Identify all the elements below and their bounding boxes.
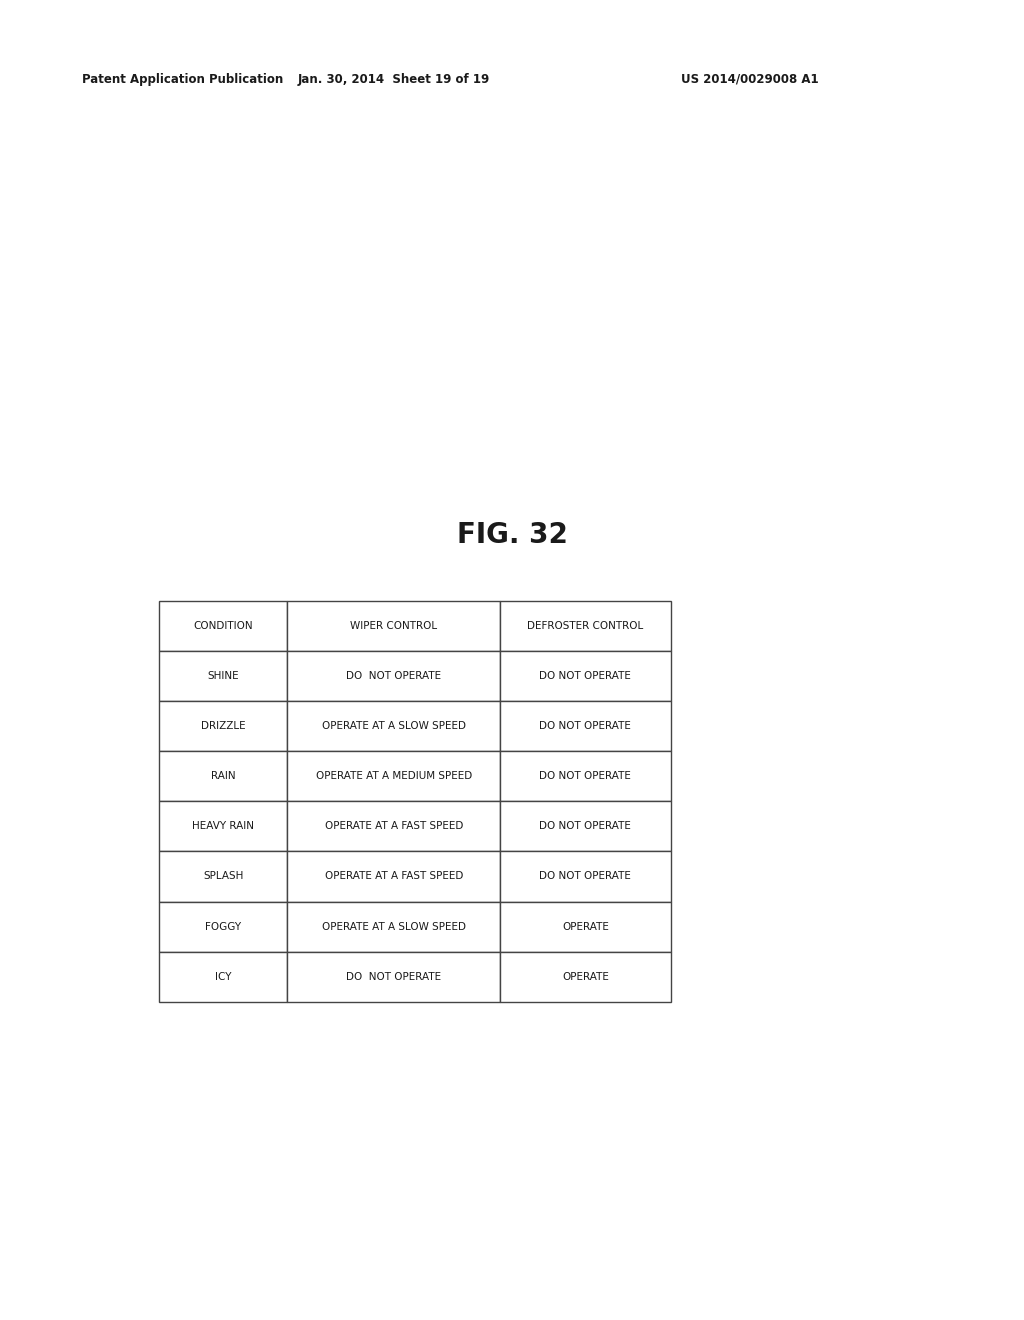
Bar	[159, 601, 288, 651]
Bar	[500, 902, 671, 952]
Text: DO NOT OPERATE: DO NOT OPERATE	[540, 821, 632, 832]
Bar	[159, 902, 288, 952]
Bar	[159, 651, 288, 701]
Bar	[288, 601, 500, 651]
Bar	[500, 701, 671, 751]
Text: DO NOT OPERATE: DO NOT OPERATE	[540, 721, 632, 731]
Bar	[500, 851, 671, 902]
Bar	[159, 701, 288, 751]
Text: SHINE: SHINE	[207, 671, 239, 681]
Text: DO NOT OPERATE: DO NOT OPERATE	[540, 671, 632, 681]
Text: DRIZZLE: DRIZZLE	[201, 721, 246, 731]
Bar	[288, 952, 500, 1002]
Bar	[288, 902, 500, 952]
Text: WIPER CONTROL: WIPER CONTROL	[350, 620, 437, 631]
Bar	[159, 801, 288, 851]
Bar	[288, 651, 500, 701]
Bar	[159, 851, 288, 902]
Text: FIG. 32: FIG. 32	[457, 520, 567, 549]
Text: DO NOT OPERATE: DO NOT OPERATE	[540, 871, 632, 882]
Bar	[500, 651, 671, 701]
Text: HEAVY RAIN: HEAVY RAIN	[193, 821, 254, 832]
Text: OPERATE AT A SLOW SPEED: OPERATE AT A SLOW SPEED	[322, 921, 466, 932]
Text: Patent Application Publication: Patent Application Publication	[82, 73, 284, 86]
Text: RAIN: RAIN	[211, 771, 236, 781]
Text: DO NOT OPERATE: DO NOT OPERATE	[540, 771, 632, 781]
Bar	[288, 701, 500, 751]
Text: OPERATE AT A SLOW SPEED: OPERATE AT A SLOW SPEED	[322, 721, 466, 731]
Text: OPERATE AT A FAST SPEED: OPERATE AT A FAST SPEED	[325, 871, 463, 882]
Bar	[500, 751, 671, 801]
Text: DO  NOT OPERATE: DO NOT OPERATE	[346, 972, 441, 982]
Text: ICY: ICY	[215, 972, 231, 982]
Bar	[288, 851, 500, 902]
Text: FOGGY: FOGGY	[205, 921, 242, 932]
Text: OPERATE: OPERATE	[562, 921, 609, 932]
Text: US 2014/0029008 A1: US 2014/0029008 A1	[681, 73, 818, 86]
Text: OPERATE AT A MEDIUM SPEED: OPERATE AT A MEDIUM SPEED	[315, 771, 472, 781]
Bar	[500, 601, 671, 651]
Bar	[159, 751, 288, 801]
Text: DEFROSTER CONTROL: DEFROSTER CONTROL	[527, 620, 643, 631]
Text: DO  NOT OPERATE: DO NOT OPERATE	[346, 671, 441, 681]
Text: SPLASH: SPLASH	[203, 871, 244, 882]
Bar	[500, 952, 671, 1002]
Bar	[288, 751, 500, 801]
Text: OPERATE AT A FAST SPEED: OPERATE AT A FAST SPEED	[325, 821, 463, 832]
Bar	[159, 952, 288, 1002]
Bar	[288, 801, 500, 851]
Text: Jan. 30, 2014  Sheet 19 of 19: Jan. 30, 2014 Sheet 19 of 19	[298, 73, 490, 86]
Text: CONDITION: CONDITION	[194, 620, 253, 631]
Bar	[500, 801, 671, 851]
Text: OPERATE: OPERATE	[562, 972, 609, 982]
